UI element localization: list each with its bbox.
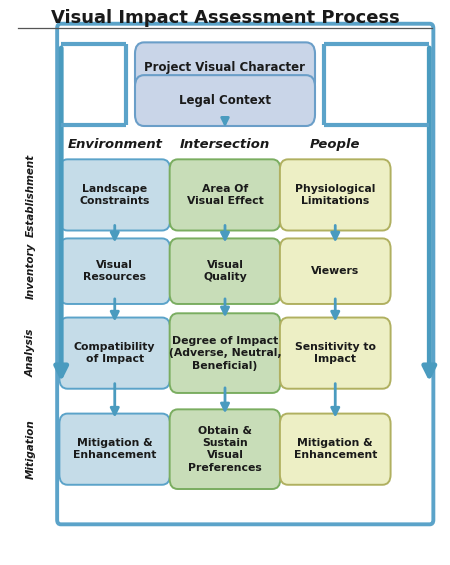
- Text: Mitigation &
Enhancement: Mitigation & Enhancement: [73, 438, 157, 460]
- Text: Visual
Quality: Visual Quality: [203, 260, 247, 282]
- FancyBboxPatch shape: [280, 414, 391, 485]
- FancyBboxPatch shape: [170, 409, 280, 489]
- Text: Obtain &
Sustain
Visual
Preferences: Obtain & Sustain Visual Preferences: [188, 425, 262, 473]
- Text: Mitigation: Mitigation: [26, 419, 36, 479]
- Text: Visual
Resources: Visual Resources: [83, 260, 146, 282]
- Text: Area Of
Visual Effect: Area Of Visual Effect: [187, 184, 263, 206]
- Text: Legal Context: Legal Context: [179, 94, 271, 107]
- FancyBboxPatch shape: [135, 42, 315, 93]
- Text: Intersection: Intersection: [180, 137, 270, 151]
- FancyBboxPatch shape: [280, 318, 391, 389]
- Text: Visual Impact Assessment Process: Visual Impact Assessment Process: [50, 9, 400, 27]
- Text: Environment: Environment: [67, 137, 162, 151]
- FancyBboxPatch shape: [135, 75, 315, 126]
- Text: People: People: [310, 137, 360, 151]
- FancyBboxPatch shape: [170, 313, 280, 393]
- Text: Establishment: Establishment: [26, 153, 36, 237]
- FancyBboxPatch shape: [59, 159, 170, 231]
- Text: Viewers: Viewers: [311, 266, 360, 276]
- FancyBboxPatch shape: [170, 159, 280, 231]
- Text: Physiological
Limitations: Physiological Limitations: [295, 184, 375, 206]
- FancyBboxPatch shape: [280, 238, 391, 304]
- Text: Sensitivity to
Impact: Sensitivity to Impact: [295, 342, 376, 364]
- FancyBboxPatch shape: [59, 318, 170, 389]
- Text: Analysis: Analysis: [26, 329, 36, 377]
- Text: Mitigation &
Enhancement: Mitigation & Enhancement: [293, 438, 377, 460]
- FancyBboxPatch shape: [170, 238, 280, 304]
- Text: Landscape
Constraints: Landscape Constraints: [80, 184, 150, 206]
- FancyBboxPatch shape: [59, 238, 170, 304]
- Text: Compatibility
of Impact: Compatibility of Impact: [74, 342, 156, 364]
- Text: Degree of Impact
(Adverse, Neutral,
Beneficial): Degree of Impact (Adverse, Neutral, Bene…: [169, 336, 281, 371]
- FancyBboxPatch shape: [59, 414, 170, 485]
- FancyBboxPatch shape: [280, 159, 391, 231]
- Text: Project Visual Character: Project Visual Character: [144, 61, 306, 75]
- Text: Inventory: Inventory: [26, 243, 36, 299]
